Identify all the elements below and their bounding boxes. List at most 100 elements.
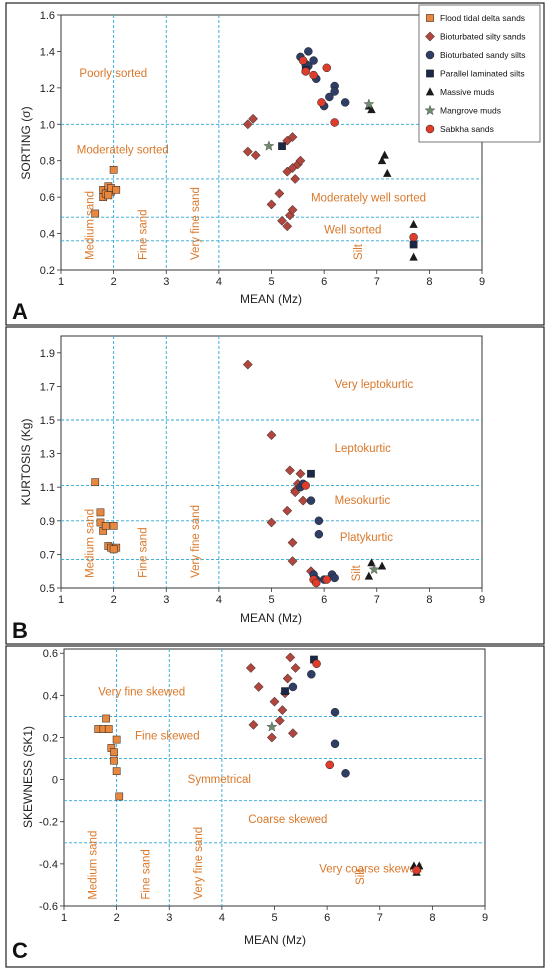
panel-a-point-biosilty — [250, 150, 261, 161]
panel-c-x-tick-label: 4 — [219, 912, 225, 924]
panel-c-point-biosilty — [266, 732, 277, 743]
panel-b-y-tick-label: 1.9 — [40, 348, 55, 360]
panel-b-y-tick-label: 1.7 — [40, 381, 55, 393]
panel-c-point-flood — [112, 767, 121, 776]
panel-a-point-sabkha — [330, 118, 339, 127]
panel-a-annotation: Silt — [353, 243, 365, 260]
panel-b-y-tick-label: 1.1 — [40, 482, 55, 494]
panel-b-point-massive — [377, 561, 387, 570]
panel-a-y-tick-label: 1.2 — [40, 83, 55, 95]
panel-b-y-tick-label: 1.3 — [40, 449, 55, 461]
panel-b-point-flood — [91, 478, 100, 487]
panel-b-point-biosandy — [306, 496, 316, 505]
legend-label-massive: Massive muds — [440, 87, 494, 97]
panel-c-annotation: Fine skewed — [135, 731, 200, 743]
panel-a-point-flood — [112, 186, 121, 194]
panel-b-point-sabkha — [301, 481, 310, 490]
panel-a-x-tick-label: 6 — [321, 276, 327, 288]
legend-label-sabkha: Sabkha sands — [440, 124, 494, 134]
panel-a-point-biosilty — [242, 119, 253, 130]
panel-b-y-axis-title: KURTOSIS (Kg) — [19, 419, 33, 506]
panel-c-y-tick-label: 0.6 — [43, 648, 58, 660]
panel-c-y-tick-label: 0 — [52, 775, 58, 787]
panel-a-annotation: Moderately sorted — [77, 144, 169, 156]
panel-a-point-mangrove — [263, 140, 275, 151]
panel-a-point-sabkha — [298, 56, 308, 65]
legend-marker-sabkha — [425, 124, 435, 134]
panel-a-x-tick-label: 7 — [374, 276, 380, 288]
panel-b-annotation: Silt — [351, 564, 363, 581]
panel-b-y-tick-label: 0.7 — [40, 549, 55, 561]
panel-a-x-tick-label: 2 — [111, 276, 117, 288]
legend-label-flood: Flood tidal delta sands — [440, 13, 525, 23]
panel-b-y-tick-label: 0.5 — [40, 583, 55, 595]
panel-c-annotation: Very fine skewed — [98, 686, 185, 698]
panel-c-y-tick-label: -0.4 — [39, 859, 58, 871]
panel-a-x-axis-title: MEAN (Mz) — [240, 292, 302, 306]
panel-c-point-biosilty — [248, 719, 259, 730]
legend-label-mangrove: Mangrove muds — [440, 106, 501, 116]
panel-a-point-sabkha — [301, 67, 310, 76]
panel-b-x-tick-label: 5 — [268, 594, 274, 606]
panel-c-y-tick-label: 0.4 — [43, 690, 58, 702]
panel-a-point-parallel — [409, 240, 418, 249]
legend-marker-parallel — [426, 69, 434, 78]
panel-a-point-biosilty — [295, 155, 306, 166]
panel-c-annotation: Medium sand — [88, 831, 100, 900]
panel-a-point-massive — [380, 150, 389, 159]
panel-c-point-flood — [104, 725, 113, 733]
panel-a-point-biosilty — [242, 146, 253, 157]
legend: Flood tidal delta sands Bioturbated silty… — [418, 4, 541, 143]
panel-a-y-tick-label: 0.6 — [40, 192, 55, 204]
legend-label-biosandy: Bioturbated sandy silts — [440, 50, 526, 60]
panel-a-point-biosandy — [304, 47, 313, 56]
panel-b-point-flood — [109, 521, 118, 530]
panel-b-annotation: Very leptokurtic — [335, 379, 414, 391]
panel-a-point-massive — [409, 252, 418, 261]
panel-c-point-biosandy — [288, 682, 298, 692]
panel-a-letter: A — [12, 299, 28, 324]
panel-b-x-axis-title: MEAN (Mz) — [240, 611, 302, 625]
panel-b-annotations: Very leptokurtic Leptokurtic Mesokurtic Pla… — [85, 379, 414, 581]
panel-b-x-tick-label: 3 — [163, 594, 169, 606]
panel-c: C Very fine skewed Fine skewed Symmetrical… — [5, 645, 545, 968]
panel-c-x-tick-label: 2 — [114, 912, 120, 924]
panel-a-y-tick-label: 0.2 — [40, 265, 55, 277]
panel-c-x-tick-label: 9 — [482, 912, 488, 924]
panel-a-annotation: Very fine sand — [190, 187, 202, 260]
panel-a-point-biosilty — [287, 204, 298, 215]
panel-a-point-biosilty — [282, 221, 293, 232]
panel-c-annotation: Fine sand — [140, 849, 152, 900]
panel-b-x-tick-label: 1 — [58, 594, 64, 606]
panel-a-point-biosandy — [309, 56, 318, 65]
panel-c-x-tick-label: 6 — [324, 912, 330, 924]
panel-a-annotation: Well sorted — [324, 225, 381, 237]
panel-c-point-biosilty — [253, 681, 264, 692]
panel-c-point-biosandy — [307, 670, 316, 679]
panel-c-point-biosilty — [274, 715, 285, 726]
panel-b-point-flood — [96, 508, 105, 517]
panel-b-point-sabkha — [322, 575, 332, 584]
panel-a-point-flood — [91, 209, 100, 218]
panel-a-x-tick-label: 5 — [268, 276, 274, 288]
panel-c-point-biosilty — [245, 663, 256, 673]
panel-a-point-sabkha — [309, 70, 318, 80]
panel-a-y-tick-label: 1.4 — [40, 46, 55, 58]
panel-a-point-biosandy — [340, 98, 350, 107]
panel-c-point-biosandy — [341, 769, 350, 778]
panel-b-point-biosandy — [314, 516, 324, 526]
panel-a-point-biosilty — [248, 113, 259, 124]
panel-c-annotations: Very fine skewed Fine skewed Symmetrical Co… — [88, 686, 423, 899]
panel-c-y-axis-title: SKEWNESS (SK1) — [21, 726, 35, 828]
panel-b-point-mangrove — [368, 563, 380, 575]
panel-b-point-flood — [109, 545, 118, 554]
panel-a-annotation: Fine sand — [137, 209, 149, 260]
panel-b-point-biosandy — [314, 529, 324, 539]
panel-b-point-biosilty — [266, 517, 277, 528]
panel-c-annotation: Symmetrical — [188, 774, 251, 786]
panel-a-point-massive — [367, 105, 376, 114]
panel-c-point-parallel — [281, 687, 289, 695]
panel-c-gridlines — [64, 649, 485, 906]
panel-c-x-tick-label: 7 — [377, 912, 383, 924]
panel-a-annotation: Moderately well sorted — [311, 193, 426, 205]
